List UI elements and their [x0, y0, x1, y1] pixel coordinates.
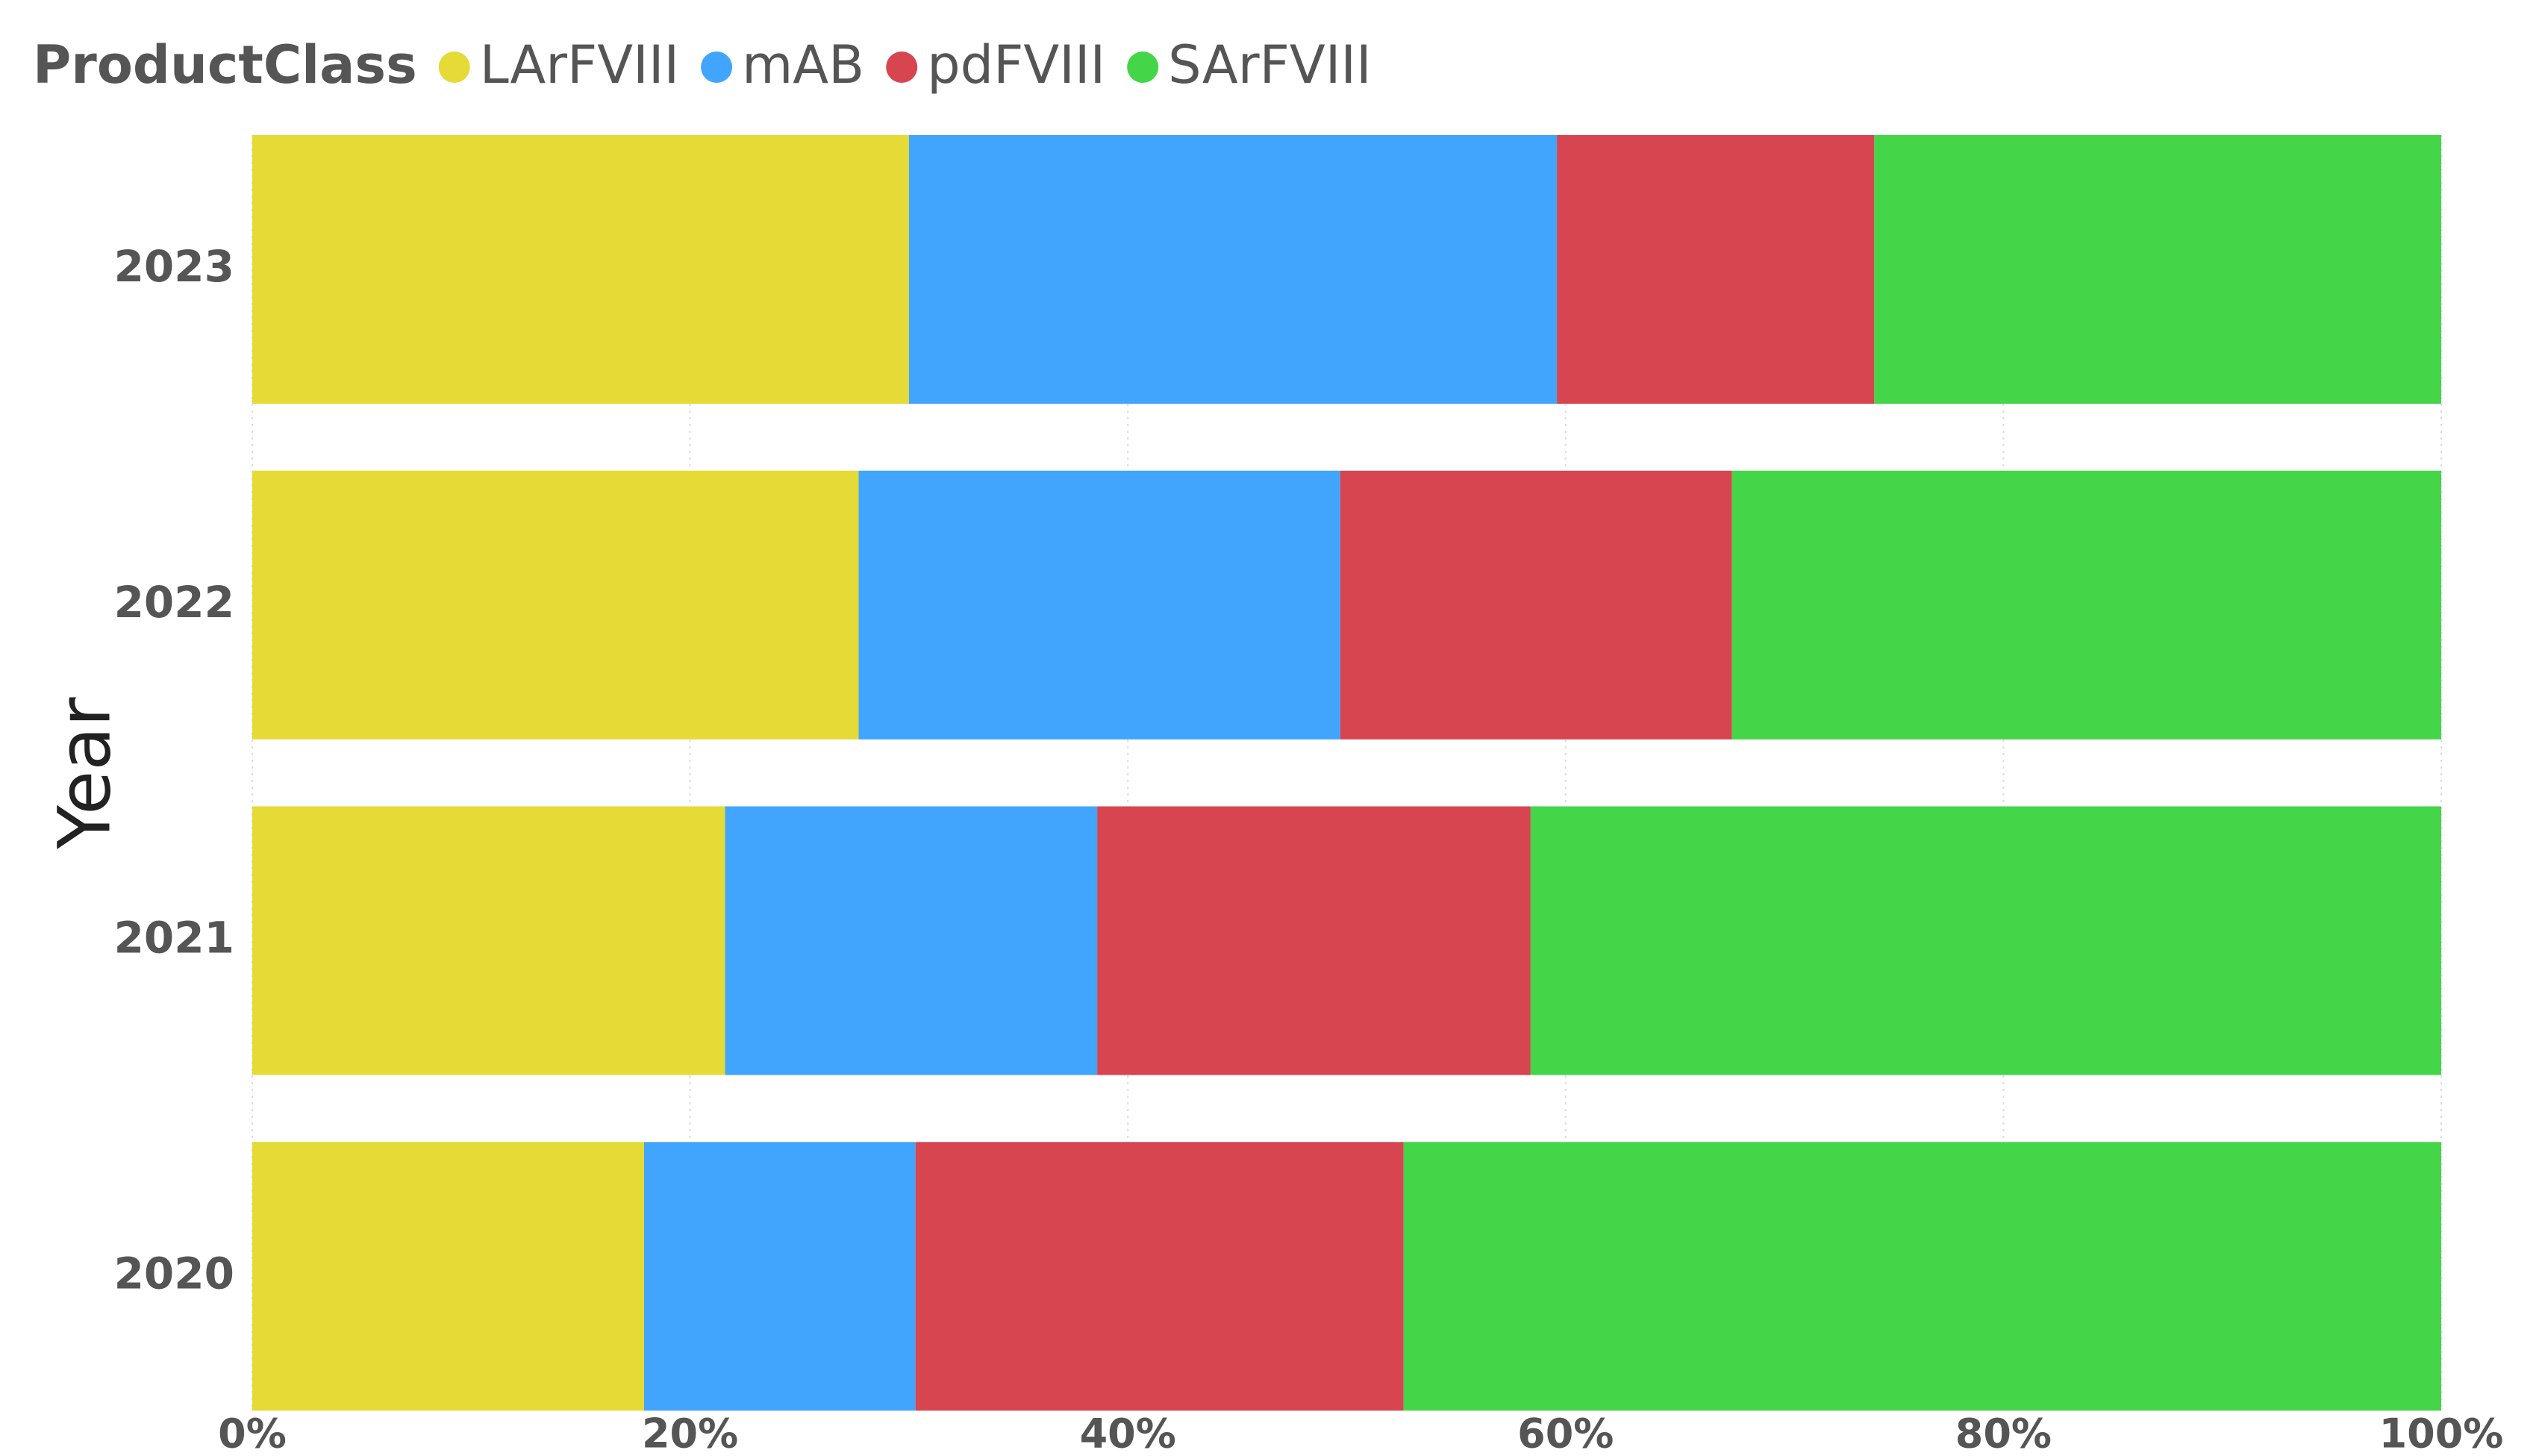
legend-label: mAB	[742, 34, 864, 96]
bar-segment	[725, 806, 1098, 1075]
bar-segment	[1340, 470, 1732, 740]
x-tick-label: 20%	[642, 1410, 738, 1456]
x-tick-label: 0%	[218, 1410, 287, 1456]
bar-segment	[1403, 1142, 2441, 1411]
bar-segment	[252, 806, 725, 1075]
bar-segment	[1731, 470, 2441, 740]
bar-segment	[1874, 135, 2441, 404]
y-tick-label: 2023	[114, 241, 234, 292]
y-tick-label: 2021	[114, 913, 234, 963]
legend-label: LArFVIII	[480, 34, 679, 96]
x-tick-label: 80%	[1955, 1410, 2052, 1456]
bar-segment	[858, 470, 1340, 740]
x-tick-label: 60%	[1517, 1410, 1614, 1456]
bar-segment	[252, 470, 859, 740]
x-tick-label: 100%	[2379, 1410, 2504, 1456]
bar-segment	[644, 1142, 916, 1411]
y-tick-label: 2020	[114, 1248, 234, 1299]
legend-label: SArFVIII	[1168, 34, 1371, 96]
legend-title: ProductClass	[33, 34, 417, 96]
bar-segment	[1530, 806, 2441, 1075]
legend-marker	[438, 51, 470, 83]
y-axis-label: Year	[43, 697, 126, 850]
bar-segment	[252, 135, 909, 404]
legend-marker	[701, 51, 733, 83]
bar-segment	[1557, 135, 1875, 404]
legend-marker	[886, 51, 918, 83]
y-tick-label: 2022	[114, 577, 234, 628]
bar-segment	[1097, 806, 1531, 1075]
x-tick-label: 40%	[1080, 1410, 1176, 1456]
legend-label: pdFVIII	[927, 34, 1105, 96]
legend-marker	[1127, 51, 1159, 83]
bar-segment	[252, 1142, 645, 1411]
bar-segment	[915, 1142, 1404, 1411]
bar-segment	[908, 135, 1558, 404]
